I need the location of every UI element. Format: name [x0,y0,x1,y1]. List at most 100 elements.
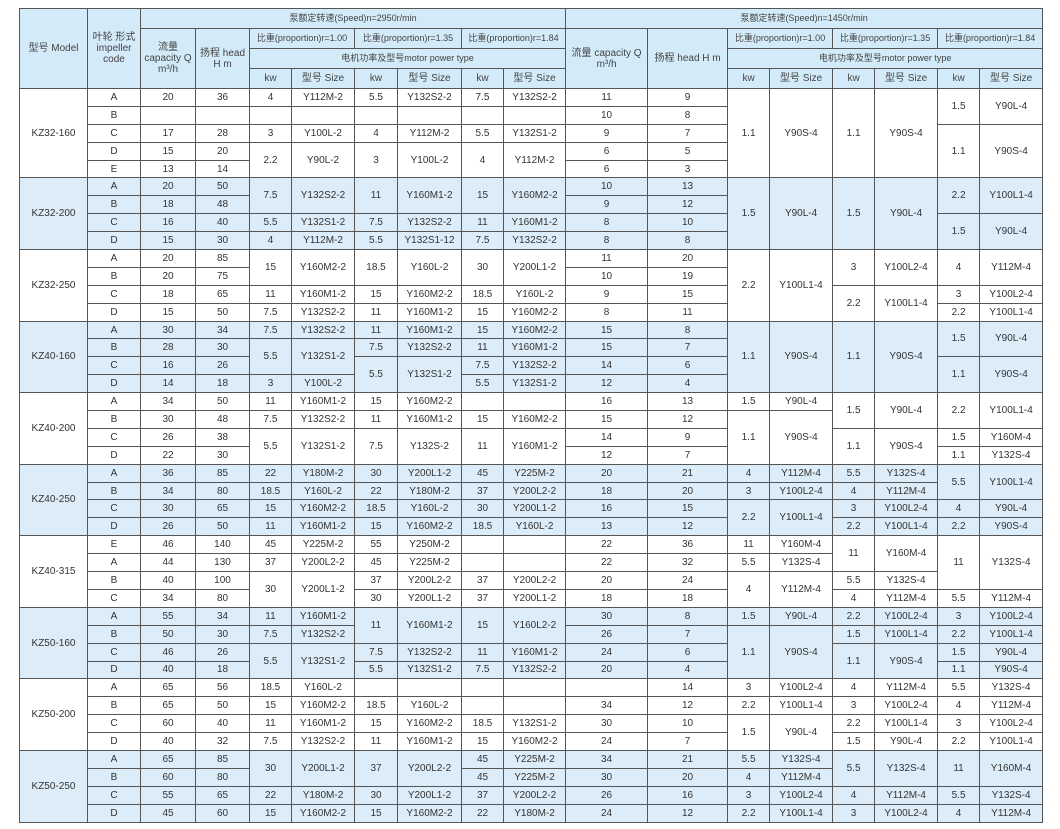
head-cell: 14 [647,678,729,698]
kw-cell: 1.5 [832,732,876,751]
capacity-cell: 14 [565,356,649,376]
motor-size-cell: Y200L2-2 [502,481,567,501]
kw-cell: 7.5 [461,356,504,376]
capacity-cell: 15 [140,231,196,251]
motor-size-cell: Y112M-2 [291,88,355,107]
kw-cell: 5.5 [832,749,876,787]
capacity-cell: 18 [565,588,649,608]
motor-size-cell: Y200L2-2 [502,785,567,805]
impeller-code-cell: D [87,374,141,394]
motor-size-cell: Y90S-4 [769,87,834,179]
kw-cell: 11 [937,535,981,590]
motor-size-cell: Y100L1-4 [979,624,1044,644]
impeller-code-cell: A [87,678,141,698]
table-row: KZ50-160 A 55 34 11 Y160M1-2 11 Y160M1-2 15 Y160L… [19,606,1044,680]
capacity-cell: 16 [565,392,649,412]
head-cell: 19 [647,266,729,286]
kw-cell: 22 [461,803,504,823]
header-kw: kw [727,68,771,89]
impeller-code-cell: C [87,499,141,519]
head-cell: 12 [647,803,729,823]
motor-size-cell: Y132S1-2 [502,374,567,394]
kw-cell: 1.1 [937,445,981,465]
kw-cell: 1.5 [727,177,771,251]
motor-size-cell: Y90S-4 [769,624,834,680]
kw-cell: 2.2 [937,177,981,215]
motor-size-cell: Y132S2-2 [397,338,462,358]
kw-cell: 45 [354,553,398,573]
motor-size-cell: Y100L1-4 [874,517,939,537]
kw-cell: 7.5 [249,410,292,429]
impeller-code-cell: A [87,553,141,573]
impeller-code-cell: B [87,410,141,429]
motor-size-cell: Y90L-4 [769,177,834,251]
head-cell: 9 [647,88,729,107]
model-cell: KZ40-160 [19,320,88,394]
kw-cell: 37 [461,571,504,590]
kw-cell: 11 [937,749,981,787]
kw-cell [354,678,398,698]
model-cell: KZ32-160 [19,87,88,179]
head-cell: 13 [647,392,729,412]
motor-size-cell: Y132S2-2 [397,642,462,662]
motor-size-cell: Y160M1-2 [502,213,567,233]
head-cell: 9 [647,427,729,447]
table-row: C 30 65 15 Y160M2-2 18.5 Y160L-2 30 Y200L1-2 16 15… [20,499,1044,537]
impeller-code-cell: C [87,785,141,805]
capacity-cell: 26 [565,624,649,644]
head-cell: 8 [647,606,729,626]
motor-size-cell: Y160L-2 [502,284,567,304]
kw-cell: 30 [249,749,292,787]
kw-cell: 1.5 [937,427,981,447]
head-cell: 30 [195,338,250,358]
impeller-code-cell: A [87,88,141,107]
table-row: B 60 80 45 Y225M-2 30 20 4 Y112M-4 [20,767,1043,787]
table-row: D 15 20 2.2 Y90L-2 3 Y100L-2 4 Y112M-2 6 5 [20,141,1043,179]
kw-cell: 1.1 [832,427,876,465]
kw-cell: 5.5 [937,678,981,698]
kw-cell: 3 [937,606,981,626]
capacity-cell: 8 [565,213,649,233]
motor-size-cell: Y132S1-2 [502,123,567,143]
kw-cell: 11 [354,302,398,322]
motor-size-cell: Y160M1-2 [397,177,462,215]
header-capacity: 流量 capacity Q m³/h [565,28,649,89]
motor-size-cell: Y100L1-4 [769,249,834,322]
head-cell: 6 [647,356,729,376]
motor-size-cell: Y100L1-4 [769,803,834,823]
head-cell: 48 [195,410,250,429]
head-cell: 8 [647,320,729,340]
impeller-code-cell: D [87,660,141,680]
kw-cell: 30 [354,588,398,608]
head-cell: 65 [195,499,250,519]
kw-cell: 11 [354,732,398,751]
kw-cell: 18.5 [461,517,504,537]
kw-cell: 11 [461,642,504,662]
head-cell: 50 [195,302,250,322]
table-row: KZ50-200 A 65 56 18.5 Y160L-2 14 3 Y100L2-4 4 Y112… [19,678,1044,751]
kw-cell: 7.5 [249,320,292,340]
capacity-cell: 16 [565,499,649,519]
table-row: C 16 40 5.5 Y132S1-2 7.5 Y132S2-2 11 Y160M1-2 8 10… [20,213,1044,251]
head-cell: 50 [195,392,250,412]
motor-size-cell: Y90L-4 [769,392,834,412]
capacity-cell: 40 [140,571,196,590]
kw-cell: 30 [461,249,504,286]
capacity-cell: 15 [140,302,196,322]
motor-size-cell: Y132S2-2 [291,302,355,322]
kw-cell: 1.5 [832,177,876,251]
kw-cell: 3 [354,141,398,179]
header-impeller-code: 叶轮 形式 impeller code [87,8,141,89]
impeller-code-cell: D [87,803,141,823]
motor-size-cell: Y112M-4 [874,588,939,608]
head-cell: 28 [195,123,250,143]
impeller-code-cell: D [87,141,141,161]
motor-size-cell [397,105,462,125]
head-cell: 10 [647,213,729,233]
motor-size-cell: Y160M2-2 [397,392,462,412]
kw-cell: 30 [461,499,504,519]
motor-size-cell: Y90L-2 [291,141,355,179]
kw-cell: 30 [354,463,398,483]
impeller-code-cell: C [87,123,141,143]
capacity-cell: 34 [140,481,196,501]
